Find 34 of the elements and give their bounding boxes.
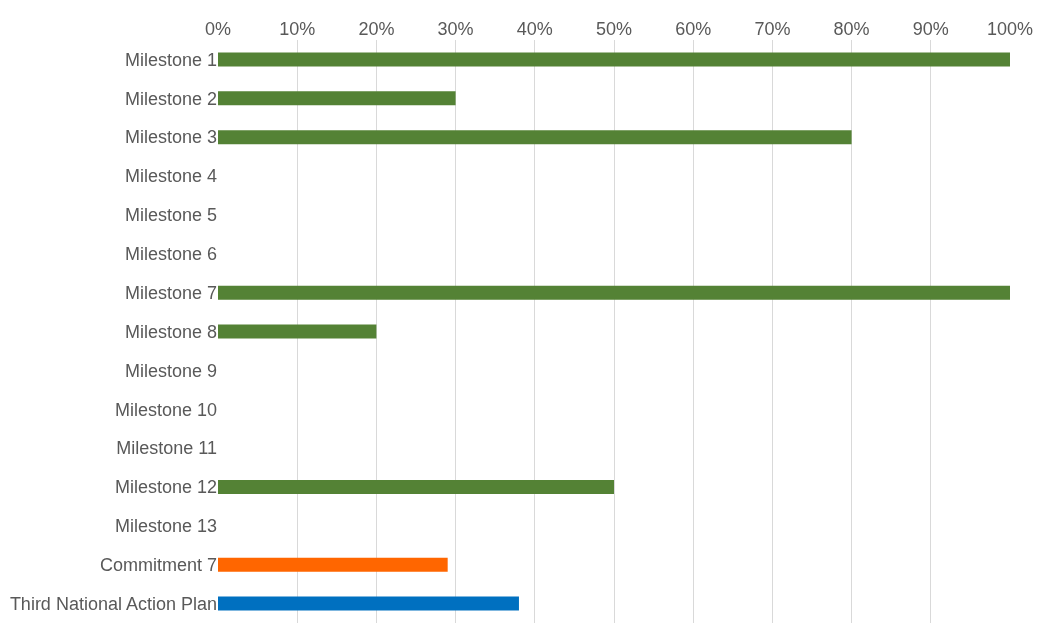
bar bbox=[218, 91, 456, 106]
bar bbox=[218, 130, 852, 145]
x-tick-label: 10% bbox=[279, 19, 316, 40]
y-tick-label: Milestone 6 bbox=[124, 244, 217, 265]
y-tick-label: Milestone 7 bbox=[124, 282, 217, 303]
bar bbox=[218, 557, 448, 572]
x-tick-label: 70% bbox=[754, 19, 791, 40]
bar bbox=[218, 596, 519, 611]
y-tick-label: Commitment 7 bbox=[99, 555, 217, 575]
x-tick-label: 40% bbox=[516, 19, 553, 40]
x-tick-label: 60% bbox=[675, 19, 712, 40]
bar bbox=[218, 324, 377, 339]
y-tick-label: Milestone 2 bbox=[124, 88, 217, 109]
x-tick-label: 20% bbox=[358, 19, 395, 40]
y-tick-label: Milestone 10 bbox=[114, 399, 217, 420]
y-tick-label: Milestone 4 bbox=[124, 166, 217, 187]
y-tick-label: Milestone 5 bbox=[124, 205, 217, 226]
y-tick-label: Milestone 9 bbox=[124, 360, 217, 381]
bar bbox=[218, 52, 1010, 67]
x-tick-label: 80% bbox=[833, 19, 870, 40]
y-tick-label: Milestone 12 bbox=[114, 477, 217, 498]
x-tick-label: 90% bbox=[912, 19, 949, 40]
bar bbox=[218, 285, 1010, 300]
bar bbox=[218, 479, 614, 494]
x-tick-label: 0% bbox=[204, 19, 232, 40]
y-tick-label: Milestone 8 bbox=[124, 321, 217, 342]
x-tick-label: 100% bbox=[986, 19, 1034, 40]
x-tick-label: 30% bbox=[437, 19, 474, 40]
y-tick-label: Third National Action Plan bbox=[9, 593, 217, 614]
y-tick-label: Milestone 3 bbox=[124, 127, 217, 148]
x-tick-label: 50% bbox=[595, 19, 633, 40]
y-tick-label: Milestone 13 bbox=[114, 516, 217, 537]
y-tick-label: Milestone 1 bbox=[124, 49, 217, 70]
y-tick-label: Milestone 11 bbox=[116, 438, 217, 459]
